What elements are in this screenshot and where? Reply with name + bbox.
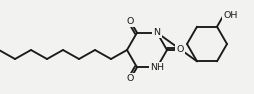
Text: O: O bbox=[127, 17, 134, 26]
Text: N: N bbox=[153, 28, 161, 37]
Text: O: O bbox=[176, 45, 184, 55]
Text: NH: NH bbox=[150, 63, 164, 72]
Text: O: O bbox=[127, 74, 134, 83]
Text: OH: OH bbox=[224, 11, 238, 20]
